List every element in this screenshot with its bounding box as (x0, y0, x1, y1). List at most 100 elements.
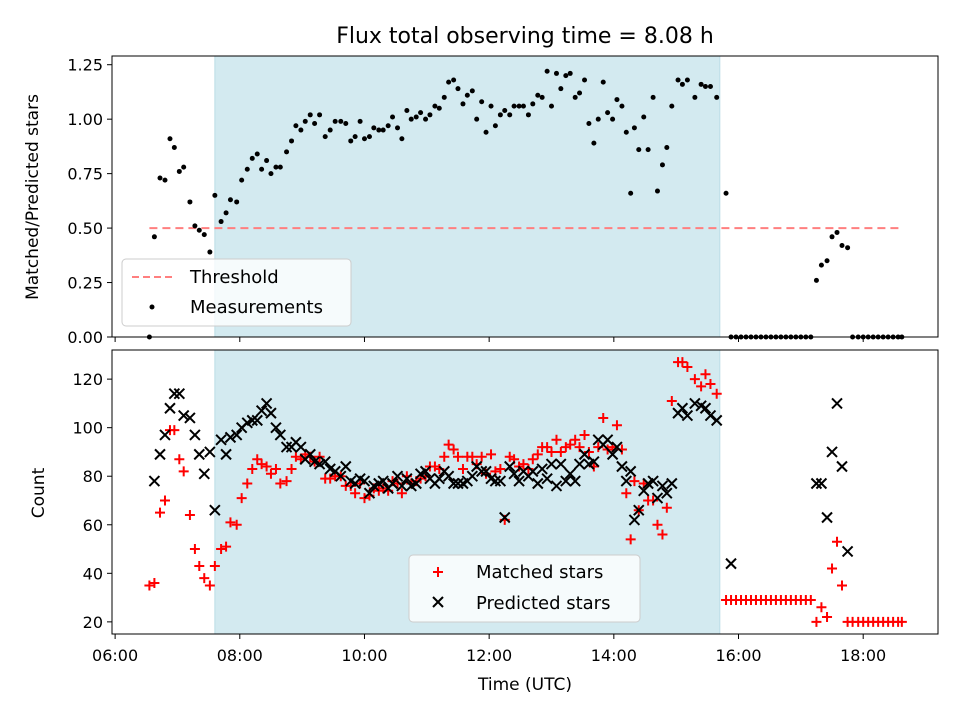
predicted-star-point (689, 397, 701, 410)
matched-star-point (174, 454, 185, 465)
measurement-point (338, 118, 344, 124)
measurement-point (525, 112, 531, 118)
predicted-star-point (209, 504, 221, 516)
measurement-point (488, 103, 494, 109)
predicted-star-point (494, 475, 507, 487)
measurement-point (582, 77, 588, 83)
measurement-point (692, 94, 698, 100)
predicted-star-point (536, 463, 548, 475)
measurement-point (497, 112, 503, 118)
measurement-point (669, 103, 675, 109)
measurement-point (390, 114, 396, 120)
y-tick-label: 0.00 (67, 328, 103, 347)
measurement-point (327, 127, 333, 133)
measurements-legend-label: Measurements (190, 297, 323, 318)
x-tick-label: 16:00 (715, 646, 761, 665)
x-tick-label: 18:00 (840, 646, 886, 665)
predicted-star-point (624, 465, 637, 478)
predicted-star-point (578, 448, 591, 461)
predicted-star-point (154, 448, 166, 461)
matched-star-point (350, 488, 361, 499)
measurement-point (249, 155, 255, 161)
matched-star-point (625, 534, 636, 545)
measurement-point (207, 249, 213, 255)
measurement-point (479, 99, 485, 105)
measurement-point (641, 114, 647, 120)
measurement-point (244, 166, 250, 172)
measurement-point (723, 190, 729, 196)
matched-star-point (666, 395, 677, 406)
matched-star-point (518, 459, 529, 470)
measurement-point (684, 77, 690, 83)
measurement-point (264, 158, 270, 164)
measurement-point (201, 232, 207, 238)
predicted-star-point (564, 468, 576, 480)
predicted-legend-label: Predicted stars (476, 593, 610, 614)
measurement-point (654, 188, 660, 194)
measurement-point (162, 177, 168, 183)
predicted-star-point (274, 429, 287, 441)
matched-star-point (209, 561, 220, 572)
matched-star-point (689, 374, 700, 385)
measurement-point (259, 166, 265, 172)
measurement-point (623, 129, 629, 135)
predicted-star-point (836, 460, 848, 473)
matched-star-point (896, 616, 907, 627)
predicted-star-point (363, 487, 376, 499)
predicted-star-point (616, 460, 628, 473)
predicted-star-point (831, 397, 843, 410)
predicted-star-point (184, 412, 196, 424)
matched-star-point (822, 612, 833, 623)
predicted-star-point (710, 414, 723, 427)
predicted-star-point (588, 455, 600, 468)
matched-star-point (467, 451, 478, 462)
measurement-point (516, 103, 522, 109)
measurement-point (348, 138, 354, 144)
measurement-point (818, 262, 824, 268)
x-tick-label: 12:00 (466, 646, 512, 665)
matched-star-point (275, 478, 286, 489)
predicted-star-point (419, 465, 432, 478)
predicted-star-point (555, 458, 567, 470)
predicted-star-point (193, 448, 205, 461)
measurement-point (675, 77, 681, 83)
measurement-point (469, 88, 475, 94)
predicted-star-point (173, 387, 186, 400)
predicted-star-point (280, 441, 293, 453)
predicted-star-point (666, 477, 678, 490)
predicted-star-point (661, 487, 673, 499)
measurement-point (196, 227, 202, 233)
measurement-point (520, 103, 526, 109)
measurement-point (151, 234, 157, 240)
predicted-legend-marker (432, 596, 444, 608)
predicted-star-point (442, 470, 455, 482)
measurement-point (176, 168, 182, 174)
matched-star-point (551, 434, 562, 445)
predicted-star-point (319, 455, 331, 468)
measurement-point (530, 101, 536, 107)
matched-star-point (225, 517, 236, 528)
predicted-star-point (480, 465, 492, 478)
measurement-point (610, 116, 616, 122)
predicted-star-point (601, 434, 614, 446)
measurement-point (544, 68, 550, 74)
matched-star-point (555, 446, 566, 457)
matched-star-point (816, 602, 827, 613)
matched-star-point (711, 388, 722, 399)
y-tick-label: 20 (83, 613, 103, 632)
matched-star-point (705, 378, 716, 389)
measurement-point (332, 118, 338, 124)
measurement-point (595, 116, 601, 122)
measurement-point (567, 70, 573, 76)
predicted-star-point (499, 511, 511, 524)
ratio-legend-box (121, 258, 352, 327)
matched-star-point (261, 461, 272, 472)
y-tick-label: 80 (83, 467, 103, 486)
matched-star-point (231, 519, 242, 530)
measurement-point (813, 277, 819, 283)
predicted-star-point (676, 402, 689, 414)
measurement-point (650, 94, 656, 100)
measurement-point (502, 107, 508, 113)
predicted-star-point (433, 472, 445, 485)
